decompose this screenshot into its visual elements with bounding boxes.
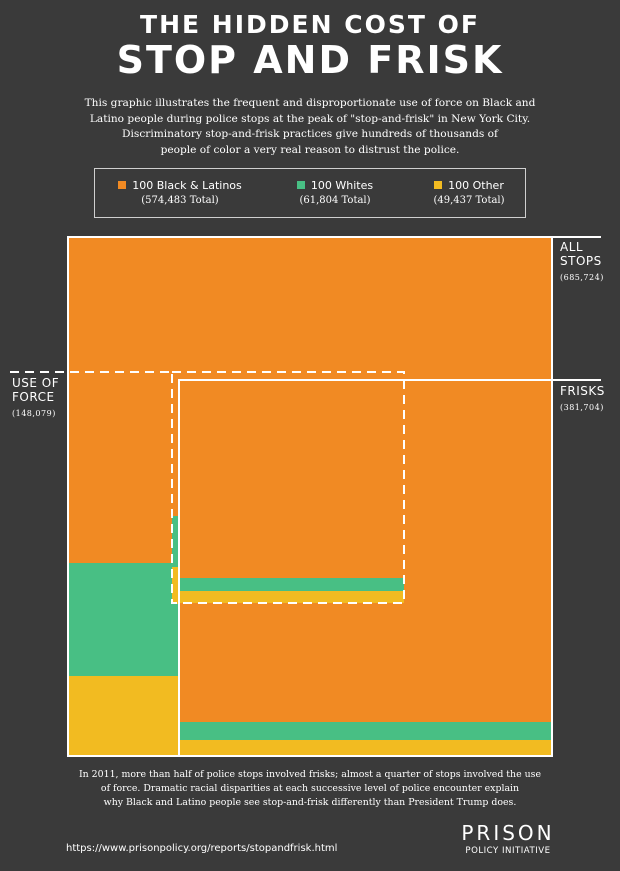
footer-line: why Black and Latino people see stop-and… (103, 797, 517, 808)
use-of-force-label-line1: USE OF (12, 376, 60, 390)
legend: 100 Black & Latinos (574,483 Total) 100 … (94, 168, 526, 218)
legend-item-white: 100 Whites (61,804 Total) (285, 179, 385, 206)
use-of-force-label-line2: FORCE (12, 390, 55, 404)
overlap-white-strip (179, 578, 404, 591)
use-of-force-outline (171, 371, 405, 604)
title-line1: THE HIDDEN COST OF (140, 10, 480, 39)
use-of-force-label: USE OF FORCE (148,079) (12, 376, 59, 421)
legend-swatch (118, 181, 127, 189)
legend-swatch (296, 181, 305, 189)
legend-total: (574,483 Total) (141, 195, 219, 206)
legend-swatch (434, 181, 443, 189)
all-stops-label: ALL STOPS (685,724) (560, 240, 604, 285)
intro-line: This graphic illustrates the frequent an… (84, 97, 536, 109)
frisks-outline (178, 379, 552, 756)
legend-item-black-latino: 100 Black & Latinos (574,483 Total) (115, 179, 245, 206)
title-line2: STOP AND FRISK (116, 38, 504, 82)
intro-text: This graphic illustrates the frequent an… (60, 96, 560, 158)
force-overlap-white-area (172, 516, 179, 567)
intro-line: Discriminatory stop-and-frisk practices … (122, 128, 498, 140)
footer-line: In 2011, more than half of police stops … (78, 769, 542, 780)
legend-item-other: 100 Other (49,437 Total) (419, 179, 519, 206)
force-overlap-other-area (172, 567, 179, 604)
all-stops-label-line2: STOPS (560, 254, 602, 268)
frisks-count: (381,704) (560, 403, 604, 412)
force-white-area (68, 563, 179, 676)
all-stops-outline (67, 236, 553, 757)
use-of-force-count: (148,079) (12, 409, 56, 418)
legend-label: 100 Black & Latinos (132, 179, 242, 192)
legend-total: (49,437 Total) (433, 195, 505, 206)
footer-text: In 2011, more than half of police stops … (60, 768, 560, 810)
force-other-area (68, 676, 179, 756)
frisks-label: FRISKS (381,704) (560, 384, 605, 415)
overlap-other-strip (179, 591, 404, 603)
logo-line2: POLICY INITIATIVE (465, 846, 551, 856)
prison-policy-logo: PRISON POLICY INITIATIVE (458, 822, 558, 856)
intro-line: Latino people during police stops at the… (89, 112, 531, 125)
frisks-label-text: FRISKS (560, 384, 605, 398)
source-link[interactable]: https://www.prisonpolicy.org/reports/sto… (66, 843, 338, 854)
frisk-other-strip (179, 740, 552, 756)
all-stops-label-line1: ALL (560, 240, 584, 254)
legend-label: 100 Other (448, 179, 504, 192)
legend-total: (61,804 Total) (299, 195, 371, 206)
legend-label: 100 Whites (310, 179, 374, 192)
all-stops-count: (685,724) (560, 273, 604, 282)
logo-line1: PRISON (461, 821, 555, 845)
footer-line: of force. Dramatic racial disparities at… (100, 783, 520, 794)
intro-line: people of color a very real reason to di… (160, 143, 460, 156)
frisk-white-strip (179, 722, 552, 740)
